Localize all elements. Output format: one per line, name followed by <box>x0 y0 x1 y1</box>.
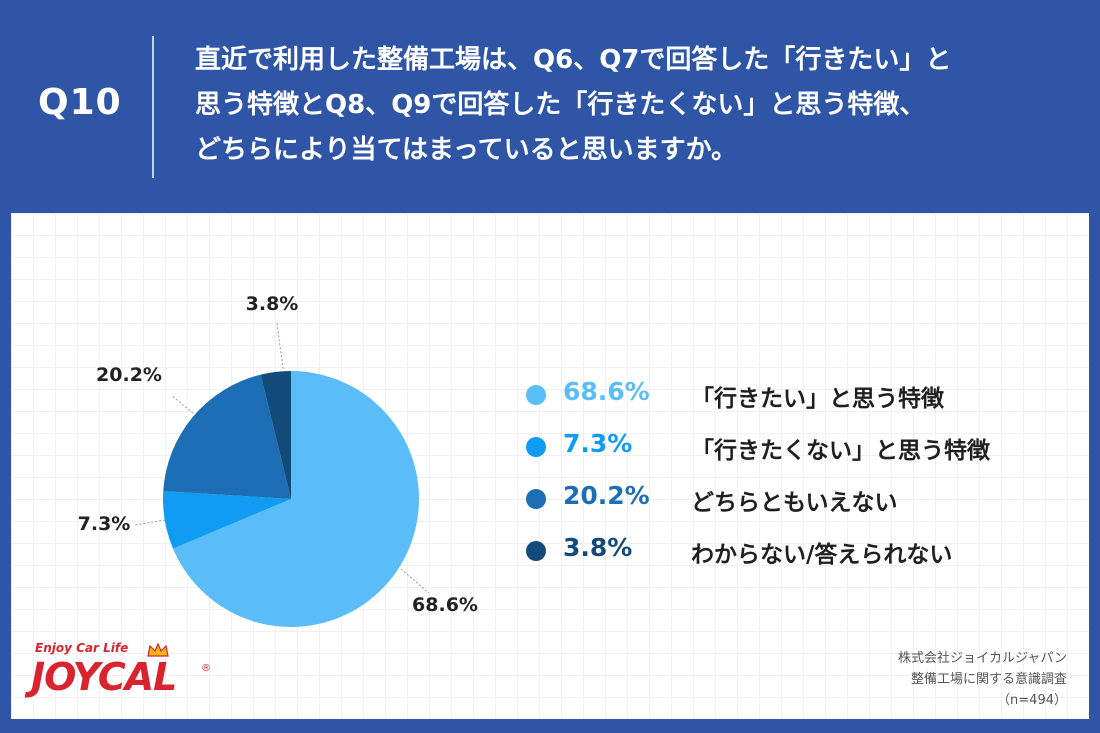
pie-slice <box>162 491 291 549</box>
leader-line <box>400 568 430 594</box>
source-survey: 整備工場に関する意識調査 <box>910 672 1067 687</box>
legend-item: 7.3% 「行きたくない」と思う特徴 <box>526 425 1086 477</box>
chart-panel: 68.6% 7.3% 20.2% 3.8% 68.6% 「行きたい」と思う特徴 7.3… <box>11 213 1089 719</box>
legend-label: どちらともいえない <box>691 490 898 516</box>
header: Q10 直近で利用した整備工場は、Q6、Q7で回答した「行きたい」と 思う特徴と… <box>0 0 1100 205</box>
legend-item: 20.2% どちらともいえない <box>526 477 1086 529</box>
question-text: 直近で利用した整備工場は、Q6、Q7で回答した「行きたい」と 思う特徴とQ8、Q… <box>195 38 1085 173</box>
legend-dot <box>526 437 546 457</box>
legend-value: 68.6% <box>563 377 650 406</box>
legend-label: わからない/答えられない <box>691 542 953 568</box>
question-line-1: 直近で利用した整備工場は、Q6、Q7で回答した「行きたい」と <box>195 45 952 75</box>
data-label: 7.3% <box>78 513 131 535</box>
leader-line <box>276 322 284 370</box>
question-number: Q10 <box>38 82 122 123</box>
legend: 68.6% 「行きたい」と思う特徴 7.3% 「行きたくない」と思う特徴 20.… <box>526 373 1086 581</box>
pie-slice <box>260 371 291 499</box>
joycal-logo: Enjoy Car Life JOYCAL ® <box>25 639 215 709</box>
legend-label: 「行きたくない」と思う特徴 <box>691 438 990 464</box>
crown-icon <box>147 643 169 657</box>
legend-item: 68.6% 「行きたい」と思う特徴 <box>526 373 1086 425</box>
data-label: 68.6% <box>412 594 478 616</box>
source-company: 株式会社ジョイカルジャパン <box>897 651 1067 666</box>
leader-line <box>170 394 194 414</box>
source-note: 株式会社ジョイカルジャパン 整備工場に関する意識調査 （n=494） <box>898 648 1067 711</box>
leader-line <box>134 519 166 526</box>
legend-dot <box>526 489 546 509</box>
legend-value: 20.2% <box>563 481 650 510</box>
pie-chart: 68.6% 7.3% 20.2% 3.8% <box>78 293 478 627</box>
legend-dot <box>526 385 546 405</box>
question-line-2: 思う特徴とQ8、Q9で回答した「行きたくない」と思う特徴、 <box>195 90 926 120</box>
data-label: 20.2% <box>96 364 162 386</box>
legend-value: 7.3% <box>563 429 633 458</box>
pie-slice <box>172 371 419 627</box>
logo-wordmark: JOYCAL <box>31 655 177 699</box>
question-line-3: どちらにより当てはまっていると思いますか。 <box>195 135 738 165</box>
pie-slice <box>163 374 291 499</box>
logo-tagline: Enjoy Car Life <box>35 641 129 655</box>
header-divider <box>152 36 154 178</box>
legend-dot <box>526 541 546 561</box>
registered-mark: ® <box>201 663 211 674</box>
legend-value: 3.8% <box>563 533 633 562</box>
legend-label: 「行きたい」と思う特徴 <box>691 386 944 412</box>
legend-item: 3.8% わからない/答えられない <box>526 529 1086 581</box>
source-sample-size: （n=494） <box>997 693 1067 708</box>
data-label: 3.8% <box>246 293 299 315</box>
